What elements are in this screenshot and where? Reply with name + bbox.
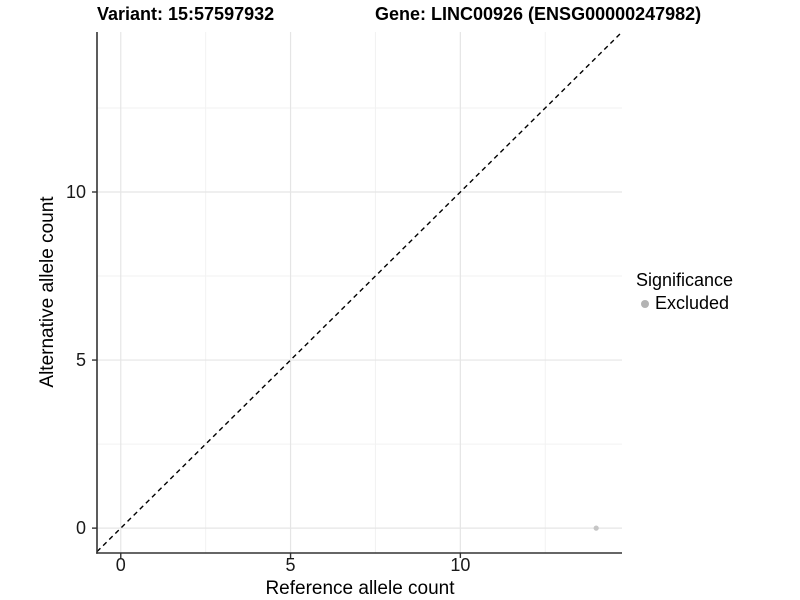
x-tick-label: 5 xyxy=(286,555,296,575)
y-tick-label: 10 xyxy=(66,182,86,202)
plot-title-gene: Gene: LINC00926 (ENSG00000247982) xyxy=(375,4,702,24)
plot-title-variant: Variant: 15:57597932 xyxy=(97,4,275,24)
y-tick-label: 5 xyxy=(76,350,86,370)
legend-item-excluded: Excluded xyxy=(636,293,733,314)
identity-reference-line xyxy=(96,31,623,553)
x-tick-label: 10 xyxy=(450,555,470,575)
y-axis-title: Alternative allele count xyxy=(37,196,58,388)
legend: Significance Excluded xyxy=(636,270,733,314)
legend-title: Significance xyxy=(636,270,734,290)
legend-key-box xyxy=(636,295,653,312)
legend-point-icon xyxy=(640,299,649,308)
y-tick-label: 0 xyxy=(76,518,86,538)
x-axis-title: Reference allele count xyxy=(265,578,455,599)
data-point xyxy=(593,525,599,531)
legend-item-label: Excluded xyxy=(655,293,730,313)
x-tick-label: 0 xyxy=(116,555,126,575)
